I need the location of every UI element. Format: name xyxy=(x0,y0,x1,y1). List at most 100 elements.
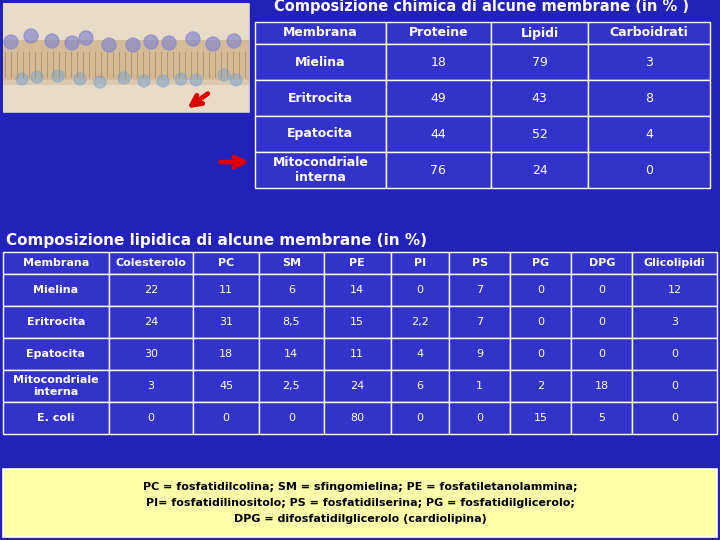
Bar xyxy=(510,402,572,434)
Text: 12: 12 xyxy=(667,285,682,295)
Text: 79: 79 xyxy=(531,56,547,69)
Text: 7: 7 xyxy=(476,285,483,295)
Text: 0: 0 xyxy=(645,164,653,177)
Bar xyxy=(109,370,193,402)
Circle shape xyxy=(45,34,59,48)
Bar xyxy=(323,338,390,370)
Bar xyxy=(510,370,572,402)
Bar xyxy=(588,80,710,116)
Bar xyxy=(572,338,632,370)
Bar xyxy=(449,306,510,338)
Text: Membrana: Membrana xyxy=(283,26,358,39)
Text: 22: 22 xyxy=(144,285,158,295)
Bar xyxy=(259,402,323,434)
Bar xyxy=(3,252,109,274)
Circle shape xyxy=(4,35,18,49)
Bar xyxy=(572,252,632,274)
Bar xyxy=(3,469,717,537)
Bar xyxy=(255,152,386,188)
Text: 0: 0 xyxy=(148,413,155,423)
Text: Mitocondriale
interna: Mitocondriale interna xyxy=(272,156,368,184)
Text: Eritrocita: Eritrocita xyxy=(288,91,353,105)
Circle shape xyxy=(74,73,86,85)
Text: Epatocita: Epatocita xyxy=(27,349,86,359)
Bar xyxy=(386,44,491,80)
Text: 52: 52 xyxy=(531,127,547,140)
Bar xyxy=(193,402,259,434)
Bar xyxy=(632,402,717,434)
Bar xyxy=(323,306,390,338)
Bar xyxy=(193,274,259,306)
Circle shape xyxy=(126,38,140,52)
Text: 0: 0 xyxy=(477,413,483,423)
Bar xyxy=(193,370,259,402)
Text: 14: 14 xyxy=(284,349,298,359)
Bar xyxy=(3,402,109,434)
Bar xyxy=(510,306,572,338)
Bar xyxy=(3,274,109,306)
Bar xyxy=(588,22,710,44)
Bar xyxy=(3,73,249,85)
Bar xyxy=(632,274,717,306)
Text: 0: 0 xyxy=(671,381,678,391)
Text: 43: 43 xyxy=(531,91,547,105)
Bar xyxy=(572,274,632,306)
Bar xyxy=(109,306,193,338)
Bar xyxy=(632,252,717,274)
Bar xyxy=(588,44,710,80)
Bar xyxy=(491,116,588,152)
Bar xyxy=(323,274,390,306)
Text: 24: 24 xyxy=(350,381,364,391)
Bar xyxy=(390,338,449,370)
Text: 76: 76 xyxy=(431,164,446,177)
Text: PS: PS xyxy=(472,258,488,268)
Bar xyxy=(259,370,323,402)
Bar xyxy=(390,402,449,434)
Circle shape xyxy=(186,32,200,46)
Text: 1: 1 xyxy=(477,381,483,391)
Bar xyxy=(323,370,390,402)
Text: 0: 0 xyxy=(537,285,544,295)
Text: Membrana: Membrana xyxy=(23,258,89,268)
Bar xyxy=(323,252,390,274)
Bar xyxy=(3,306,109,338)
Bar xyxy=(109,402,193,434)
Bar xyxy=(632,370,717,402)
Text: 18: 18 xyxy=(219,349,233,359)
Circle shape xyxy=(94,76,106,88)
Bar xyxy=(491,80,588,116)
Bar xyxy=(491,44,588,80)
Text: 6: 6 xyxy=(416,381,423,391)
Text: PC = fosfatidilcolina; SM = sfingomielina; PE = fosfatiletanolammina;
PI= fosfat: PC = fosfatidilcolina; SM = sfingomielin… xyxy=(143,482,577,524)
Bar xyxy=(3,338,109,370)
Bar xyxy=(255,44,386,80)
Text: 0: 0 xyxy=(416,285,423,295)
Bar xyxy=(390,252,449,274)
Text: Mitocondriale
interna: Mitocondriale interna xyxy=(13,375,99,397)
Text: 80: 80 xyxy=(350,413,364,423)
Text: 6: 6 xyxy=(288,285,294,295)
Text: PC: PC xyxy=(218,258,234,268)
Bar xyxy=(386,80,491,116)
Bar xyxy=(386,152,491,188)
Text: 8: 8 xyxy=(645,91,653,105)
Bar xyxy=(510,274,572,306)
Text: 11: 11 xyxy=(350,349,364,359)
Text: DPG: DPG xyxy=(589,258,615,268)
Bar xyxy=(109,274,193,306)
Bar xyxy=(386,116,491,152)
Circle shape xyxy=(175,73,187,85)
Text: PG: PG xyxy=(532,258,549,268)
Bar xyxy=(588,116,710,152)
Text: 3: 3 xyxy=(645,56,653,69)
Circle shape xyxy=(65,36,79,50)
Bar xyxy=(109,338,193,370)
Bar xyxy=(193,306,259,338)
Text: 3: 3 xyxy=(148,381,155,391)
Bar xyxy=(323,402,390,434)
Text: 11: 11 xyxy=(219,285,233,295)
Text: Lipidi: Lipidi xyxy=(521,26,559,39)
Bar xyxy=(193,252,259,274)
Bar xyxy=(449,274,510,306)
Bar xyxy=(390,370,449,402)
